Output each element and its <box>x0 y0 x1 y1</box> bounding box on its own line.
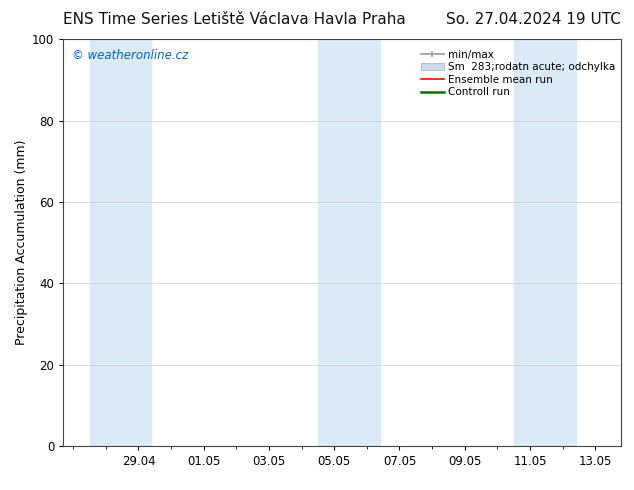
Y-axis label: Precipitation Accumulation (mm): Precipitation Accumulation (mm) <box>15 140 28 345</box>
Text: So. 27.04.2024 19 UTC: So. 27.04.2024 19 UTC <box>446 12 621 27</box>
Bar <box>514 39 576 446</box>
Legend: min/max, Sm  283;rodatn acute; odchylka, Ensemble mean run, Controll run: min/max, Sm 283;rodatn acute; odchylka, … <box>417 46 619 101</box>
Text: © weatheronline.cz: © weatheronline.cz <box>72 49 188 62</box>
Bar <box>318 39 380 446</box>
Bar <box>89 39 152 446</box>
Text: ENS Time Series Letiště Václava Havla Praha: ENS Time Series Letiště Václava Havla Pr… <box>63 12 406 27</box>
